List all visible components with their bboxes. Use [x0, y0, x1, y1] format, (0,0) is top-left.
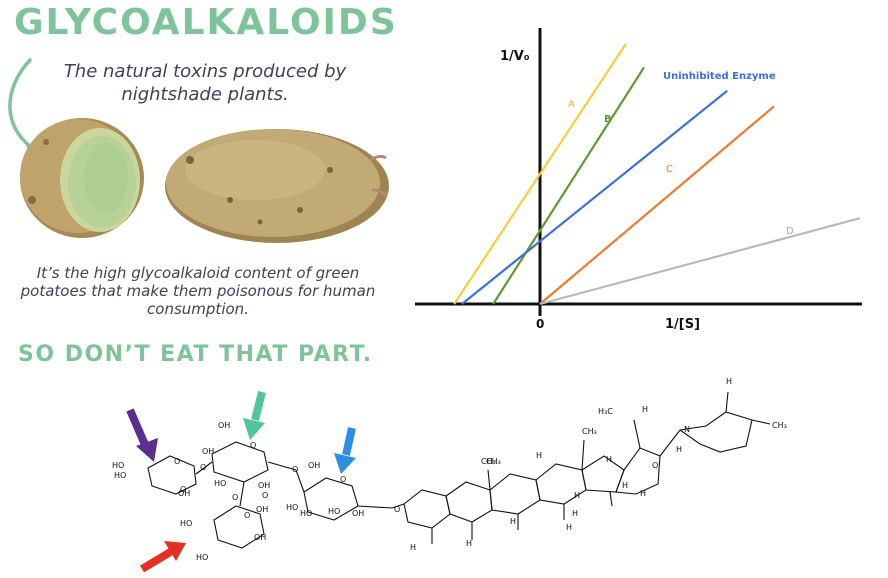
chem-label: O [232, 493, 238, 502]
chem-label: H [606, 455, 612, 464]
purple-arrow-icon [126, 408, 158, 462]
chem-label: OH [202, 447, 214, 456]
chem-label: HO [196, 553, 208, 562]
potato-image [20, 118, 389, 243]
page-title: GLYCOALKALOIDS [14, 2, 398, 43]
chem-label: H [574, 491, 580, 500]
series-label-c: C [666, 164, 673, 175]
series-label-d: D [786, 226, 794, 237]
chem-label: O [394, 505, 400, 514]
series-line-0 [453, 43, 627, 305]
series-label-uninhibited: Uninhibited Enzyme [663, 71, 776, 82]
series-line-4 [539, 217, 861, 306]
chem-label: HO [214, 479, 226, 488]
chem-label: O [250, 441, 256, 450]
chem-label: HO [328, 507, 340, 516]
series-label-b: B [604, 114, 612, 125]
chem-label: HO [286, 503, 298, 512]
chem-label: H [640, 489, 646, 498]
chem-label: CH₃ [481, 457, 496, 466]
x-axis-label: 1/[S] [665, 317, 700, 332]
chem-label: H [622, 481, 628, 490]
chem-label: HO [112, 461, 124, 470]
chem-label: H [726, 377, 732, 386]
chem-label: H [510, 517, 516, 526]
chem-label: O [292, 465, 298, 474]
origin-label: 0 [536, 317, 544, 331]
chem-label: HO [180, 519, 192, 528]
chem-label: O [174, 457, 180, 466]
chem-label: HO [114, 471, 126, 480]
chem-label: O [262, 491, 268, 500]
chem-label: H [642, 405, 648, 414]
chem-label: HO [300, 509, 312, 518]
solanine-structure [147, 391, 771, 549]
chem-label: O [244, 511, 250, 520]
chem-label: CH₃ [582, 427, 597, 436]
green-potato-note: It’s the high glycoalkaloid content of g… [20, 264, 376, 318]
chem-label: OH [254, 533, 266, 542]
chem-label: H [572, 509, 578, 518]
chem-label: OH [218, 421, 230, 430]
chem-label: O [200, 463, 206, 472]
y-axis-label: 1/V₀ [500, 49, 530, 64]
series-line-3 [539, 105, 775, 305]
chem-label: OH [258, 481, 270, 490]
series-label-a: A [568, 99, 575, 110]
chem-label: H [566, 523, 572, 532]
green-arrow-icon [243, 391, 266, 440]
chem-label: OH [352, 509, 364, 518]
chem-label: CH₃ [486, 457, 501, 466]
chem-label: OH [308, 461, 320, 470]
series-line-2 [461, 89, 728, 305]
warning-text: SO DON’T EAT THAT PART. [18, 342, 373, 367]
chem-label: O [180, 485, 186, 494]
subtitle: The natural toxins produced by nightshad… [63, 61, 347, 105]
chem-label: OH [178, 489, 190, 498]
chem-label: H [410, 543, 416, 552]
chem-label: OH [256, 505, 268, 514]
red-arrow-icon [139, 541, 186, 573]
chem-label: H [466, 539, 472, 548]
blue-arrow-icon [334, 427, 356, 474]
chem-label: H [536, 451, 542, 460]
chem-label: H₃C [598, 407, 613, 416]
chem-label: O [652, 461, 658, 470]
chem-label: O [340, 475, 346, 484]
chem-label: CH₃ [772, 421, 787, 430]
lineweaver-burk-chart: 1/V₀ 1/[S] 0 A B Uninhibited Enzyme C D [415, 28, 862, 332]
chem-label: N [684, 425, 690, 434]
series-line-1 [492, 66, 645, 305]
chem-label: H [676, 445, 682, 454]
